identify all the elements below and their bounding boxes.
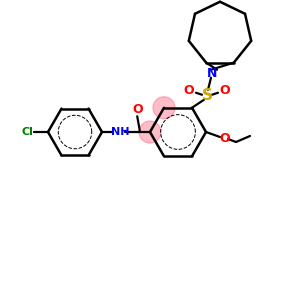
- Text: N: N: [207, 67, 217, 80]
- Text: NH: NH: [111, 127, 129, 137]
- Text: Cl: Cl: [21, 127, 33, 137]
- Text: O: O: [220, 131, 230, 145]
- Text: O: O: [220, 84, 230, 97]
- Circle shape: [139, 121, 161, 143]
- Text: O: O: [184, 84, 194, 97]
- Text: S: S: [202, 88, 212, 103]
- Circle shape: [153, 97, 175, 119]
- Text: O: O: [132, 103, 142, 116]
